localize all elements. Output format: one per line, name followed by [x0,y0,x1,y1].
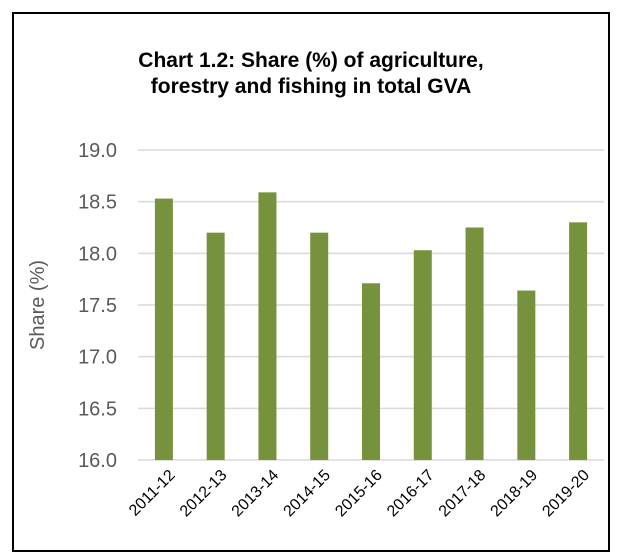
x-tick-label: 2012-13 [177,467,231,521]
y-axis-title: Share (%) [27,260,49,350]
chart-title-line-2: forestry and fishing in total GVA [150,75,472,98]
y-tick-label: 16.5 [78,398,117,420]
x-tick-labels: 2011-122012-132013-142014-152015-162016-… [126,467,593,521]
x-tick-label: 2011-12 [126,467,179,520]
bar-2013-14 [258,192,277,460]
x-tick-label: 2013-14 [229,467,283,521]
x-tick-label: 2014-15 [281,467,335,521]
bar-2019-20 [569,222,588,460]
x-tick-label: 2018-19 [488,467,542,521]
y-tick-label: 16.0 [78,450,117,472]
x-tick-label: 2019-20 [539,467,593,521]
y-tick-label: 17.0 [78,347,117,369]
y-tick-label: 18.0 [78,243,117,265]
bar-2015-16 [362,283,380,460]
bar-2017-18 [465,227,484,460]
bar-2014-15 [310,232,329,460]
chart-title-line-1: Chart 1.2: Share (%) of agriculture, [138,49,484,72]
x-tick-label: 2015-16 [332,467,386,521]
x-tick-label: 2016-17 [384,467,438,521]
y-tick-label: 19.0 [78,140,117,162]
y-tick-label: 17.5 [78,295,117,317]
bar-2018-19 [517,290,536,460]
bar-2012-13 [206,232,225,460]
x-tick-label: 2017-18 [436,467,490,521]
bar-2016-17 [413,250,432,460]
bar-2011-12 [154,198,173,461]
y-tick-label: 18.5 [78,192,117,214]
bars [154,192,588,461]
y-tick-labels: 16.0 16.5 17.0 17.5 18.0 18.5 19.0 [78,140,117,472]
chart-title: Chart 1.2: Share (%) of agriculture, for… [12,48,610,100]
